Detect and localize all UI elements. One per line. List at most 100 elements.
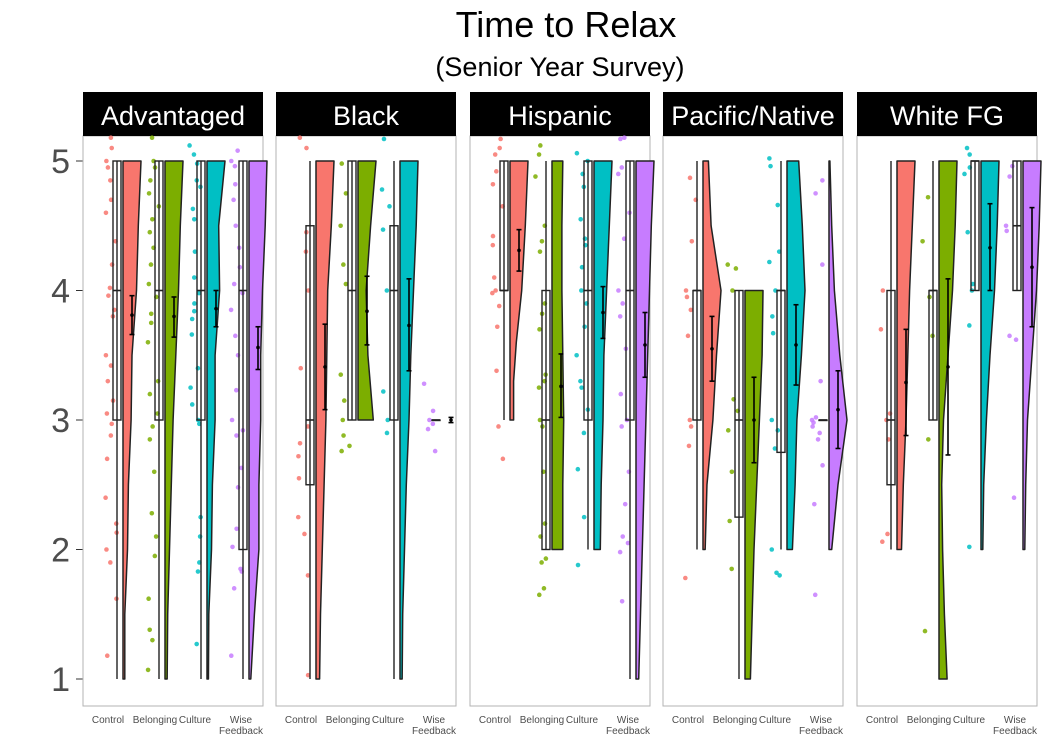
x-tick-label: Wise Feedback bbox=[993, 715, 1038, 737]
data-point bbox=[727, 518, 732, 524]
facet-panel: White FG Control Belonging Culture Wise Feedb… bbox=[856, 92, 1042, 737]
condition-group bbox=[421, 381, 454, 454]
data-point bbox=[190, 206, 196, 212]
box-iqr bbox=[238, 160, 248, 551]
data-point bbox=[104, 411, 110, 416]
density-shape bbox=[828, 160, 848, 551]
data-point bbox=[235, 148, 240, 153]
data-point bbox=[769, 417, 775, 423]
y-tick-label: 1 bbox=[51, 661, 70, 699]
data-point bbox=[146, 191, 152, 196]
data-point bbox=[338, 223, 343, 229]
data-point bbox=[103, 495, 108, 501]
data-point bbox=[148, 320, 154, 326]
data-point bbox=[298, 365, 304, 371]
data-point bbox=[295, 514, 301, 520]
data-point bbox=[813, 415, 819, 420]
data-point bbox=[683, 575, 688, 581]
data-point bbox=[1007, 333, 1012, 339]
facet-strip bbox=[83, 92, 263, 136]
data-point bbox=[687, 417, 693, 423]
data-point bbox=[616, 288, 621, 293]
x-tick-label: Control bbox=[285, 715, 317, 726]
x-tick-label: Belonging bbox=[326, 715, 370, 726]
condition-group bbox=[920, 160, 958, 680]
y-tick-label: 4 bbox=[51, 273, 70, 311]
data-point bbox=[191, 275, 197, 280]
data-point bbox=[103, 352, 109, 358]
data-point bbox=[494, 169, 499, 174]
data-point bbox=[427, 417, 432, 423]
data-point bbox=[145, 667, 151, 673]
data-point bbox=[297, 135, 303, 140]
mean-point bbox=[172, 314, 176, 319]
data-point bbox=[105, 378, 111, 384]
data-point bbox=[970, 281, 976, 287]
mean-point bbox=[710, 346, 714, 351]
data-point bbox=[305, 672, 311, 678]
data-point bbox=[541, 586, 547, 591]
mean-point bbox=[214, 306, 218, 311]
density-shape bbox=[206, 160, 226, 680]
data-point bbox=[820, 463, 825, 468]
data-point bbox=[729, 469, 735, 475]
data-point bbox=[1004, 228, 1009, 234]
data-point bbox=[228, 158, 234, 164]
data-point bbox=[105, 165, 111, 170]
data-point bbox=[684, 294, 690, 300]
condition-group bbox=[533, 143, 565, 598]
x-tick-label: Wise Feedback bbox=[799, 715, 844, 737]
condition-group bbox=[338, 160, 377, 454]
data-point bbox=[775, 428, 781, 433]
box-iqr bbox=[734, 289, 744, 518]
data-point bbox=[195, 569, 201, 574]
data-point bbox=[575, 562, 581, 568]
data-point bbox=[962, 171, 967, 177]
data-point bbox=[774, 570, 779, 576]
condition-group bbox=[1003, 160, 1042, 551]
data-point bbox=[189, 332, 195, 337]
data-point bbox=[967, 544, 972, 550]
facet-strip-label: White FG bbox=[890, 101, 1004, 131]
data-point bbox=[230, 544, 235, 550]
data-point bbox=[385, 417, 391, 423]
data-point bbox=[543, 556, 549, 561]
x-tick-label: Wise Feedback bbox=[606, 715, 651, 737]
data-point bbox=[500, 456, 506, 462]
data-point bbox=[490, 290, 495, 296]
data-point bbox=[493, 288, 498, 293]
data-point bbox=[103, 210, 109, 216]
data-point bbox=[687, 175, 693, 181]
density-shape bbox=[509, 160, 529, 421]
data-point bbox=[815, 437, 821, 442]
condition-group bbox=[767, 156, 806, 578]
x-tick-label: Control bbox=[866, 715, 898, 726]
data-point bbox=[1013, 337, 1019, 343]
data-point bbox=[579, 385, 584, 390]
condition-group bbox=[725, 262, 764, 680]
data-point bbox=[810, 424, 815, 429]
mean-point bbox=[323, 365, 327, 369]
data-point bbox=[108, 135, 114, 140]
data-point bbox=[922, 628, 928, 634]
mean-point bbox=[365, 309, 369, 314]
data-point bbox=[109, 145, 115, 151]
data-point bbox=[379, 187, 385, 192]
data-point bbox=[688, 307, 694, 313]
facet-strip-label: Pacific/Native bbox=[671, 101, 835, 131]
data-point bbox=[880, 288, 886, 293]
mean-point bbox=[601, 310, 605, 315]
data-point bbox=[772, 446, 778, 451]
data-point bbox=[380, 227, 386, 232]
data-point bbox=[686, 443, 692, 449]
data-point bbox=[494, 324, 500, 330]
data-point bbox=[233, 387, 239, 393]
chart-subtitle: (Senior Year Survey) bbox=[435, 52, 684, 82]
data-point bbox=[148, 178, 153, 183]
condition-group bbox=[878, 160, 916, 551]
data-point bbox=[150, 216, 155, 222]
data-point bbox=[617, 314, 623, 319]
data-point bbox=[189, 316, 195, 322]
mean-point bbox=[904, 380, 908, 385]
